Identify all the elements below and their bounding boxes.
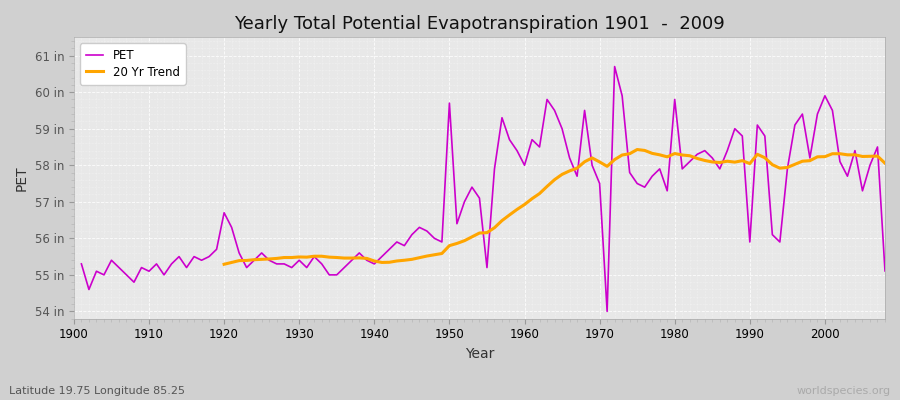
Text: Latitude 19.75 Longitude 85.25: Latitude 19.75 Longitude 85.25 xyxy=(9,386,185,396)
20 Yr Trend xyxy=(346,256,357,260)
PET xyxy=(76,262,86,266)
PET xyxy=(609,64,620,69)
Title: Yearly Total Potential Evapotranspiration 1901  -  2009: Yearly Total Potential Evapotranspiratio… xyxy=(234,15,724,33)
X-axis label: Year: Year xyxy=(464,347,494,361)
Line: PET: PET xyxy=(81,66,893,312)
Y-axis label: PET: PET xyxy=(15,165,29,191)
PET xyxy=(346,258,357,263)
20 Yr Trend xyxy=(302,255,312,260)
PET xyxy=(625,170,635,175)
Text: worldspecies.org: worldspecies.org xyxy=(796,386,891,396)
20 Yr Trend xyxy=(511,207,522,212)
PET xyxy=(302,265,312,270)
PET xyxy=(887,265,898,270)
PET xyxy=(511,148,522,153)
20 Yr Trend xyxy=(609,157,620,162)
Line: 20 Yr Trend: 20 Yr Trend xyxy=(224,150,893,264)
PET xyxy=(602,309,613,314)
Legend: PET, 20 Yr Trend: PET, 20 Yr Trend xyxy=(80,43,185,84)
PET xyxy=(136,265,147,270)
PET xyxy=(519,163,530,168)
20 Yr Trend xyxy=(887,168,898,172)
20 Yr Trend xyxy=(519,202,530,207)
